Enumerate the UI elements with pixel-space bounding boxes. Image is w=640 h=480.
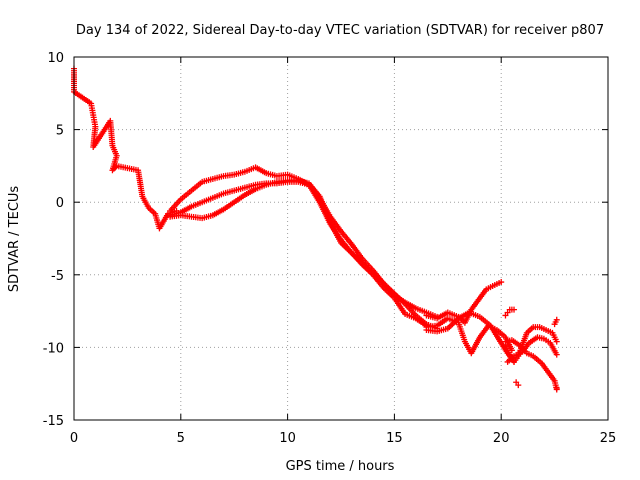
- y-tick-label: 5: [56, 124, 64, 139]
- y-tick-label: -10: [43, 341, 64, 356]
- series-arc-k: [502, 306, 560, 392]
- x-tick-label: 5: [177, 431, 185, 446]
- series-arc-e: [423, 279, 505, 326]
- data-point: [498, 279, 505, 286]
- data-point: [511, 306, 518, 313]
- data-point: [553, 338, 560, 345]
- x-axis-label: GPS time / hours: [286, 459, 395, 474]
- data-point: [553, 385, 560, 392]
- series-arc-a: [71, 65, 180, 232]
- chart-title: Day 134 of 2022, Sidereal Day-to-day VTE…: [76, 23, 604, 38]
- series-arc-i: [504, 334, 560, 365]
- data-point: [515, 382, 522, 389]
- plot-frame: [73, 56, 609, 421]
- x-tick-label: 20: [493, 431, 510, 446]
- x-tick-label: 25: [600, 431, 617, 446]
- x-tick-label: 10: [279, 431, 296, 446]
- y-tick-label: 10: [47, 51, 64, 66]
- data-points: [71, 65, 560, 393]
- series-arc-f: [423, 315, 515, 357]
- y-tick-label: -15: [43, 414, 64, 429]
- axis-ticks: 0 5 10 15 20 25 -15 -10 -5 0 5 10: [43, 51, 617, 446]
- y-tick-label: -5: [51, 269, 64, 284]
- x-tick-label: 15: [386, 431, 403, 446]
- y-axis-label: SDTVAR / TECUs: [7, 186, 22, 293]
- series-arc-h: [502, 324, 560, 365]
- x-tick-label: 0: [70, 431, 78, 446]
- series-arc-d: [167, 177, 430, 329]
- y-tick-label: 0: [56, 196, 64, 211]
- data-point: [553, 316, 560, 323]
- data-point: [553, 351, 560, 358]
